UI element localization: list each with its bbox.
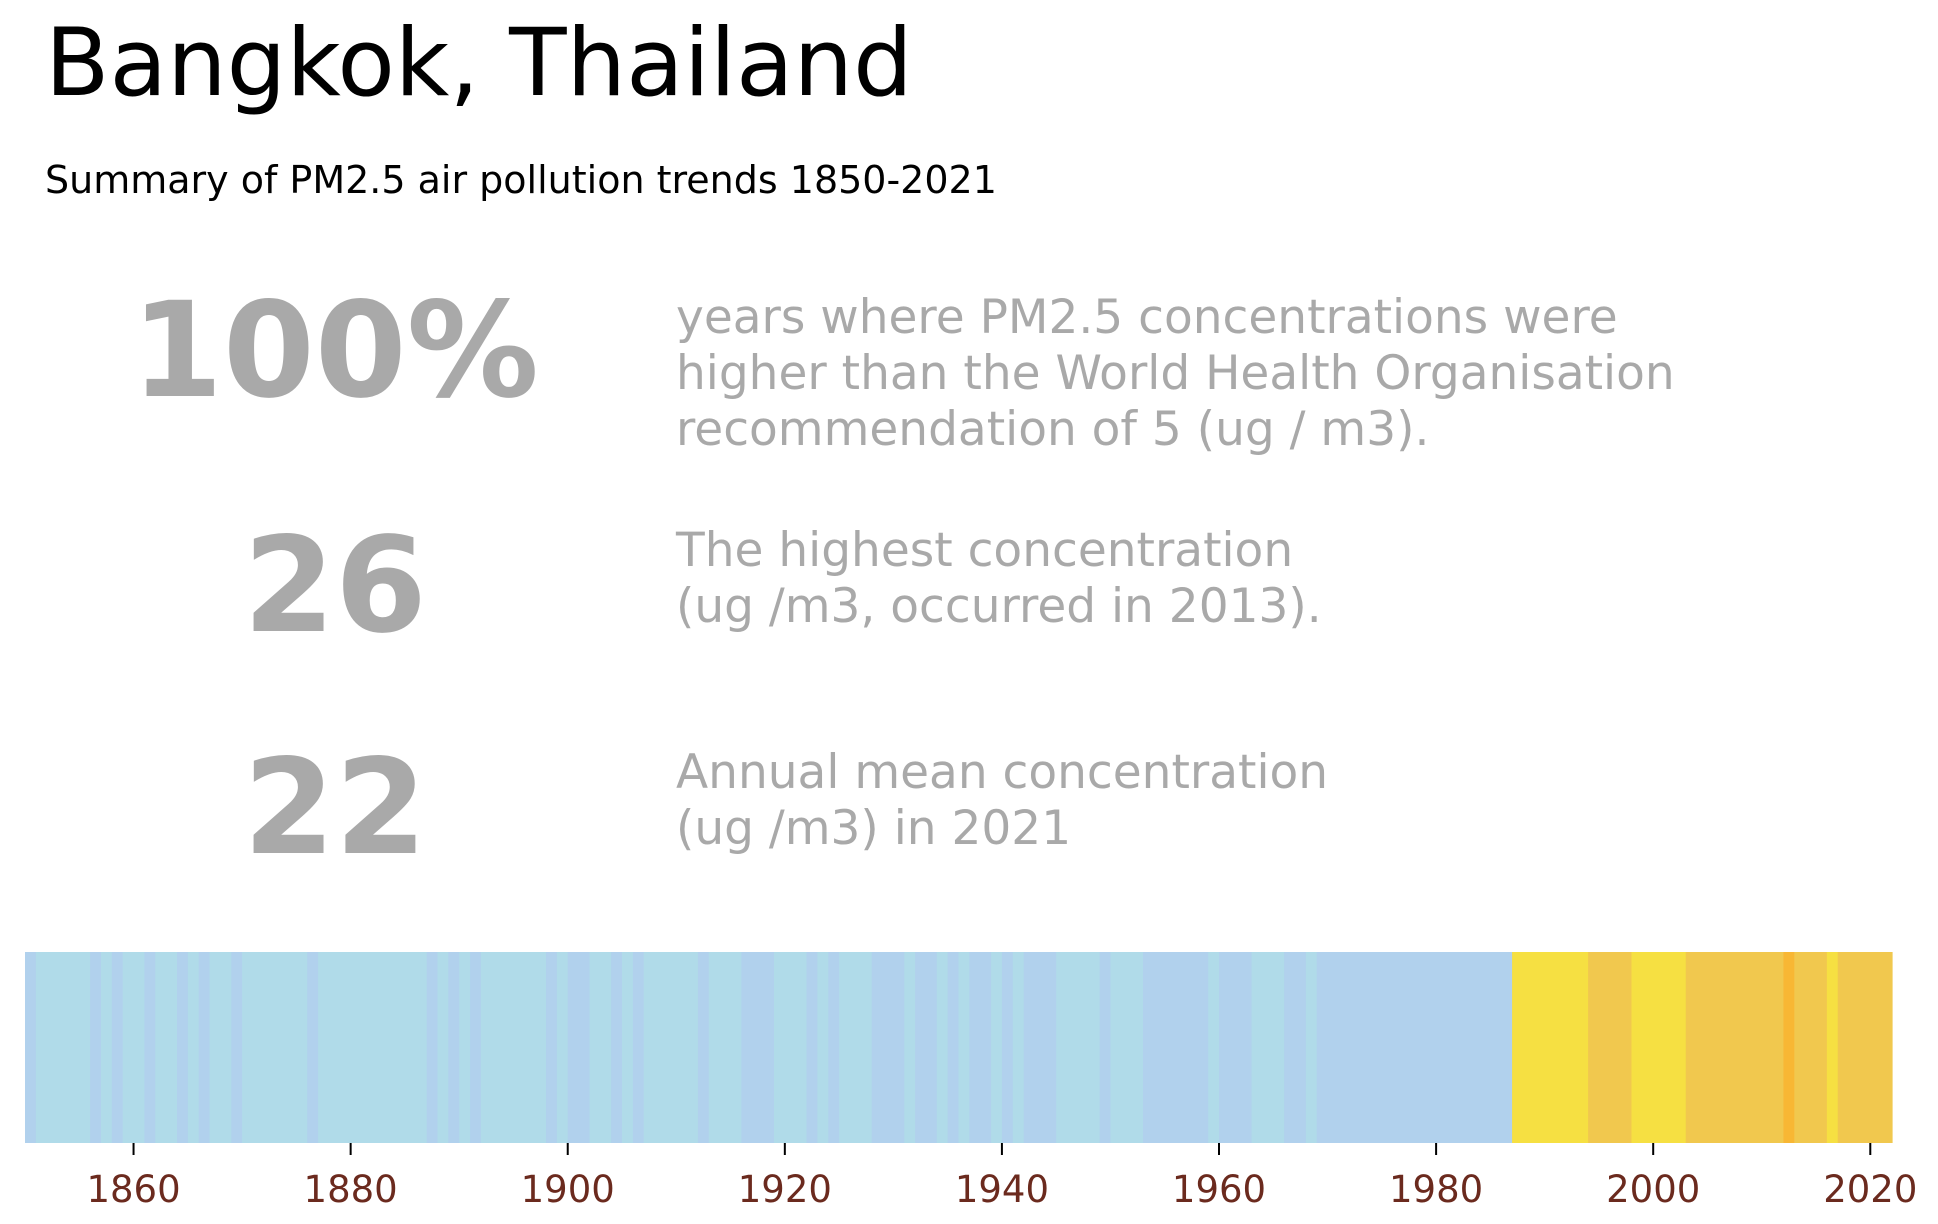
year-stripe bbox=[1023, 952, 1057, 1143]
stat-description-line: higher than the World Health Organisatio… bbox=[676, 346, 1675, 401]
year-stripe bbox=[546, 952, 558, 1143]
year-stripe bbox=[198, 952, 211, 1143]
x-tick-label: 1880 bbox=[304, 1168, 398, 1211]
year-stripe bbox=[936, 952, 949, 1143]
year-stripe bbox=[697, 952, 710, 1143]
year-stripe bbox=[242, 952, 308, 1143]
year-stripe bbox=[1001, 952, 1014, 1143]
year-stripe bbox=[589, 952, 612, 1143]
year-stripe bbox=[958, 952, 970, 1143]
stat-description-highest-concentration: The highest concentration (ug /m3, occur… bbox=[676, 523, 1322, 635]
stat-description-line: The highest concentration bbox=[676, 523, 1294, 578]
year-stripe bbox=[567, 952, 591, 1143]
x-tick-label: 2020 bbox=[1823, 1168, 1917, 1211]
x-tick-label: 1920 bbox=[738, 1168, 832, 1211]
year-stripe bbox=[1316, 952, 1513, 1143]
year-stripe bbox=[111, 952, 124, 1143]
x-axis-ticks: 1860 1880 1900 1920 1940 1960 1980 2000 2020 bbox=[86, 1143, 1917, 1211]
year-stripe bbox=[915, 952, 938, 1143]
year-stripe bbox=[828, 952, 840, 1143]
year-stripe bbox=[448, 952, 460, 1143]
year-stripe bbox=[839, 952, 873, 1143]
year-stripe bbox=[632, 952, 645, 1143]
x-tick-label: 1940 bbox=[955, 1168, 1049, 1211]
stat-description-years-above-guideline: years where PM2.5 concentrations were hi… bbox=[676, 290, 1675, 458]
year-stripe bbox=[437, 952, 449, 1143]
x-tick-label: 2000 bbox=[1606, 1168, 1700, 1211]
year-stripe bbox=[155, 952, 178, 1143]
year-stripe bbox=[1631, 952, 1687, 1143]
year-stripe bbox=[611, 952, 623, 1143]
stat-description-annual-mean-2021: Annual mean concentration (ug /m3) in 20… bbox=[676, 745, 1328, 857]
year-stripe bbox=[1012, 952, 1025, 1143]
year-stripe bbox=[1794, 952, 1828, 1143]
page-subtitle: Summary of PM2.5 air pollution trends 18… bbox=[45, 158, 997, 202]
stat-description-line: (ug /m3) in 2021 bbox=[676, 801, 1072, 856]
stat-value-annual-mean-2021: 22 bbox=[243, 731, 427, 885]
stat-description-line: Annual mean concentration bbox=[676, 745, 1329, 800]
year-stripe bbox=[1305, 952, 1318, 1143]
page-title: Bangkok, Thailand bbox=[45, 9, 913, 118]
year-stripe bbox=[209, 952, 232, 1143]
year-stripe bbox=[1588, 952, 1633, 1143]
year-stripe bbox=[470, 952, 482, 1143]
year-stripe bbox=[176, 952, 189, 1143]
year-stripe bbox=[871, 952, 905, 1143]
year-stripe bbox=[708, 952, 742, 1143]
year-stripe bbox=[1826, 952, 1839, 1143]
year-stripe bbox=[1099, 952, 1112, 1143]
year-stripe bbox=[100, 952, 113, 1143]
year-stripe bbox=[1837, 952, 1893, 1143]
year-stripe bbox=[969, 952, 992, 1143]
year-stripe bbox=[90, 952, 102, 1143]
year-stripe bbox=[1783, 952, 1795, 1143]
year-stripe bbox=[1685, 952, 1785, 1143]
year-stripe bbox=[1143, 952, 1209, 1143]
year-stripe bbox=[817, 952, 829, 1143]
year-stripe bbox=[426, 952, 439, 1143]
year-stripe bbox=[947, 952, 960, 1143]
x-tick-label: 1960 bbox=[1172, 1168, 1266, 1211]
x-tick-label: 1900 bbox=[521, 1168, 615, 1211]
year-stripe bbox=[187, 952, 200, 1143]
year-stripe bbox=[1251, 952, 1285, 1143]
year-stripe bbox=[991, 952, 1003, 1143]
year-stripe bbox=[556, 952, 569, 1143]
year-stripe bbox=[806, 952, 818, 1143]
stat-description-line: years where PM2.5 concentrations were bbox=[676, 290, 1618, 345]
year-stripe bbox=[643, 952, 699, 1143]
year-stripe bbox=[480, 952, 547, 1143]
year-stripe bbox=[1219, 952, 1253, 1143]
x-tick-label: 1980 bbox=[1389, 1168, 1483, 1211]
year-stripe bbox=[318, 952, 428, 1143]
stat-value-years-above-guideline: 100% bbox=[131, 274, 539, 428]
stripe-layer bbox=[25, 952, 1893, 1143]
year-stripe bbox=[1284, 952, 1307, 1143]
year-stripe bbox=[307, 952, 319, 1143]
year-stripe bbox=[25, 952, 37, 1143]
year-stripe bbox=[231, 952, 243, 1143]
year-stripe bbox=[144, 952, 156, 1143]
year-stripe bbox=[1110, 952, 1144, 1143]
stat-description-line: recommendation of 5 (ug / m3). bbox=[676, 402, 1430, 457]
x-tick-label: 1860 bbox=[86, 1168, 180, 1211]
stat-value-highest-concentration: 26 bbox=[243, 509, 427, 663]
year-stripe bbox=[622, 952, 634, 1143]
year-stripe bbox=[904, 952, 916, 1143]
year-stripe bbox=[1208, 952, 1220, 1143]
stat-description-line: (ug /m3, occurred in 2013). bbox=[676, 579, 1322, 634]
year-stripe bbox=[773, 952, 808, 1143]
year-stripe bbox=[1512, 952, 1589, 1143]
year-stripe bbox=[741, 952, 775, 1143]
year-stripe bbox=[46, 952, 91, 1143]
year-stripe bbox=[35, 952, 48, 1143]
year-stripe bbox=[1056, 952, 1101, 1143]
year-stripe bbox=[122, 952, 145, 1143]
year-stripe bbox=[459, 952, 471, 1143]
